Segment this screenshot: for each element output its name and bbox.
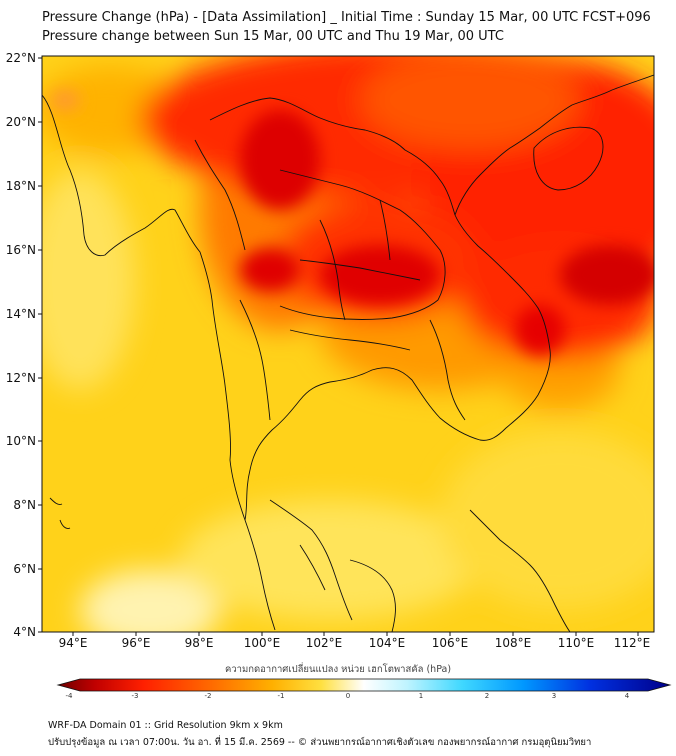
- lon-label: 104°E: [369, 636, 406, 650]
- lon-label: 94°E: [59, 636, 88, 650]
- latitude-axis: 22°N 20°N 18°N 16°N 14°N 12°N 10°N 8°N 6…: [6, 51, 42, 639]
- lon-label: 98°E: [185, 636, 214, 650]
- lon-label: 112°E: [614, 636, 651, 650]
- map-frame: [41, 55, 655, 633]
- lat-label: 16°N: [6, 243, 36, 257]
- lon-label: 100°E: [244, 636, 281, 650]
- lat-label: 18°N: [6, 179, 36, 193]
- colorbar-tick: 4: [625, 692, 630, 700]
- lon-label: 110°E: [558, 636, 595, 650]
- colorbar: -4 -3 -2 -1 0 1 2 3 4: [56, 678, 672, 700]
- lat-label: 14°N: [6, 307, 36, 321]
- colorbar-tick: 1: [419, 692, 423, 700]
- pressure-field: [42, 56, 654, 632]
- map-subtitle: Pressure change between Sun 15 Mar, 00 U…: [42, 29, 504, 44]
- lat-label: 8°N: [13, 498, 36, 512]
- colorbar-tick: -2: [205, 692, 212, 700]
- colorbar-title: ความกดอากาศเปลี่ยนแปลง หน่วย เฮกโตพาสคัล…: [224, 664, 452, 675]
- colorbar-tick: 3: [552, 692, 556, 700]
- colorbar-tick: -1: [278, 692, 285, 700]
- lat-label: 6°N: [13, 562, 36, 576]
- lat-label: 4°N: [13, 625, 36, 639]
- lon-label: 96°E: [122, 636, 151, 650]
- lat-label: 10°N: [6, 434, 36, 448]
- lat-label: 22°N: [6, 51, 36, 65]
- lat-label: 20°N: [6, 115, 36, 129]
- lon-label: 106°E: [432, 636, 469, 650]
- colorbar-tick: 2: [485, 692, 489, 700]
- map-title: Pressure Change (hPa) - [Data Assimilati…: [42, 10, 651, 25]
- lat-label: 12°N: [6, 371, 36, 385]
- longitude-axis: 94°E 96°E 98°E 100°E 102°E 104°E 106°E 1…: [59, 632, 651, 650]
- lon-label: 108°E: [495, 636, 532, 650]
- colorbar-tick: 0: [346, 692, 350, 700]
- footer-model-info: WRF-DA Domain 01 :: Grid Resolution 9km …: [48, 720, 283, 731]
- coastlines: [42, 74, 654, 632]
- colorbar-scale: [56, 678, 672, 692]
- colorbar-tick: -4: [66, 692, 74, 700]
- footer-credit: ปรับปรุงข้อมูล ณ เวลา 07:00น. วัน อา. ที…: [48, 737, 592, 748]
- lon-label: 102°E: [306, 636, 343, 650]
- colorbar-tick: -3: [132, 692, 139, 700]
